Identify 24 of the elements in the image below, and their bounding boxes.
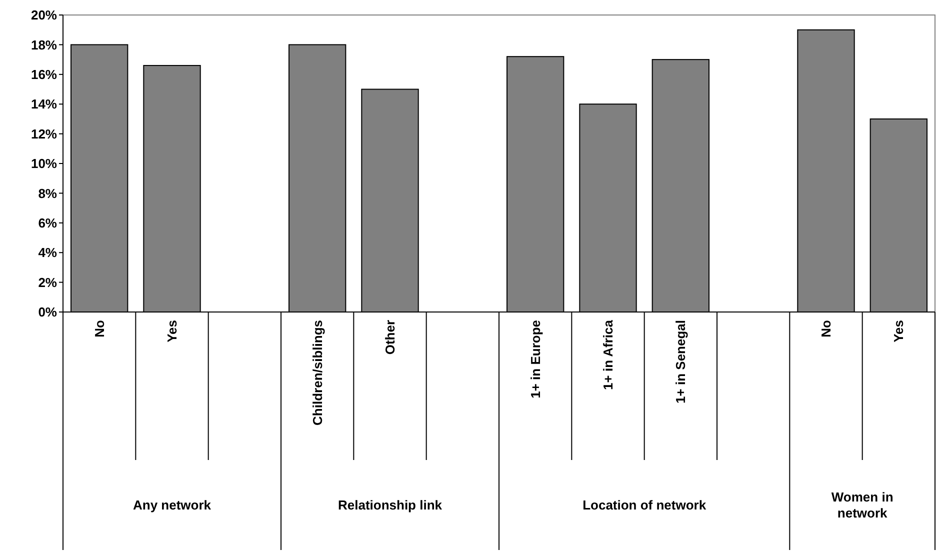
x-tick-label: No	[92, 320, 107, 338]
y-tick-label: 6%	[38, 215, 58, 230]
y-tick-label: 18%	[30, 37, 58, 52]
x-tick-label: 1+ in Europe	[528, 320, 543, 398]
x-tick-label: No	[818, 320, 834, 338]
y-tick-label: 16%	[30, 66, 58, 82]
text: Women in network	[831, 490, 894, 521]
x-tick-label: 1+ in Senegal	[673, 320, 688, 404]
y-tick-label: 2%	[38, 274, 58, 290]
x-tick-label: Other	[382, 320, 398, 355]
x-tick-label: Yes	[891, 320, 906, 342]
y-tick-label: 10%	[30, 156, 58, 172]
x-tick-label: 1+ in Africa	[600, 319, 616, 390]
text: Relationship link	[338, 498, 443, 513]
y-tick-label: 14%	[30, 96, 58, 112]
y-tick-label: 8%	[38, 186, 58, 201]
x-tick-label: Children/siblings	[310, 320, 325, 426]
y-tick-label: 12%	[30, 126, 58, 142]
y-tick-label: 0%	[38, 304, 58, 320]
y-tick-label: 4%	[38, 245, 58, 260]
x-tick-label: Yes	[164, 320, 180, 342]
y-tick-label: 20%	[30, 8, 58, 23]
text: Any network	[132, 498, 212, 513]
text: Location of network	[582, 498, 707, 513]
